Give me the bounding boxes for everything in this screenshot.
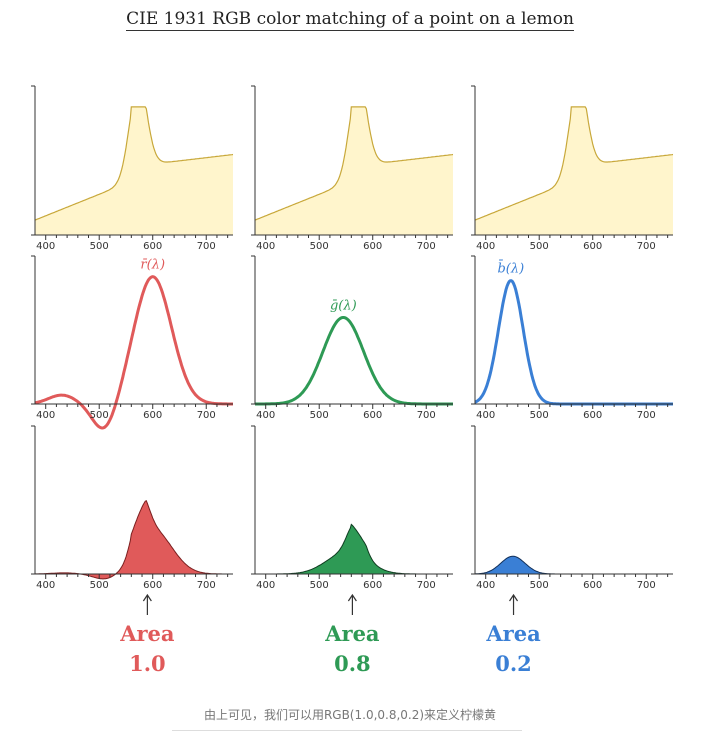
caption: 由上可见，我们可以用RGB(1.0,0.8,0.2)来定义柠檬黄 bbox=[203, 708, 497, 722]
x-tick-label: 700 bbox=[417, 241, 436, 252]
arrow-head-icon bbox=[509, 593, 519, 602]
lemon-spectrum-line bbox=[254, 106, 454, 221]
area-value-g: 0.8 bbox=[334, 651, 371, 676]
x-tick-label: 700 bbox=[417, 580, 436, 591]
x-tick-label: 400 bbox=[476, 410, 495, 421]
lemon-spectrum-fill bbox=[475, 106, 673, 236]
lemon-spectrum-line bbox=[34, 106, 234, 221]
x-tick-label: 700 bbox=[637, 241, 656, 252]
arrow-head-icon bbox=[142, 593, 152, 602]
arrow-head-icon bbox=[347, 593, 357, 602]
panel-r-row1: 400 500 600 700 bbox=[31, 85, 234, 252]
x-tick-label: 700 bbox=[417, 410, 436, 421]
x-tick-label: 400 bbox=[256, 241, 275, 252]
area-value-r: 1.0 bbox=[129, 651, 166, 676]
cmf-curve-b bbox=[474, 279, 673, 406]
area-word-b: Area bbox=[485, 621, 541, 646]
x-tick-label: 600 bbox=[143, 580, 162, 591]
panel-r-row3: 400 500 600 700 bbox=[31, 425, 233, 591]
x-tick-label: 600 bbox=[583, 580, 602, 591]
x-tick-label: 600 bbox=[583, 241, 602, 252]
panel-b-row3: 400 500 600 700 bbox=[471, 425, 673, 591]
x-tick-label: 500 bbox=[90, 241, 109, 252]
x-tick-label: 700 bbox=[637, 410, 656, 421]
area-word-r: Area bbox=[119, 621, 175, 646]
x-tick-label: 600 bbox=[143, 241, 162, 252]
lemon-spectrum-fill bbox=[255, 106, 453, 236]
x-tick-label: 400 bbox=[256, 410, 275, 421]
x-tick-label: 600 bbox=[363, 241, 382, 252]
curve-label-b: b̄(λ) bbox=[497, 260, 524, 277]
panel-r-row2: 400 500 600 700 bbox=[31, 255, 233, 430]
x-tick-label: 600 bbox=[363, 580, 382, 591]
x-tick-label: 400 bbox=[256, 580, 275, 591]
x-tick-label: 600 bbox=[583, 410, 602, 421]
caption-divider bbox=[172, 730, 522, 731]
panel-b-row2: 400 500 600 700 bbox=[471, 255, 673, 421]
product-area-r bbox=[34, 500, 233, 580]
x-tick-label: 700 bbox=[637, 580, 656, 591]
area-word-g: Area bbox=[324, 621, 380, 646]
cmf-curve-g bbox=[255, 316, 453, 406]
panel-g-row1: 400 500 600 700 bbox=[251, 85, 454, 252]
x-tick-label: 400 bbox=[476, 580, 495, 591]
figure-title: CIE 1931 RGB color matching of a point o… bbox=[126, 9, 574, 31]
x-tick-label: 400 bbox=[36, 410, 55, 421]
x-tick-label: 500 bbox=[310, 410, 329, 421]
lemon-spectrum-line bbox=[474, 106, 674, 221]
panel-g-row2: 400 500 600 700 bbox=[251, 255, 453, 421]
area-value-b: 0.2 bbox=[495, 651, 532, 676]
x-tick-label: 600 bbox=[363, 410, 382, 421]
x-tick-label: 500 bbox=[310, 241, 329, 252]
x-tick-label: 500 bbox=[530, 241, 549, 252]
product-area-b bbox=[474, 555, 673, 575]
x-tick-label: 500 bbox=[530, 410, 549, 421]
x-tick-label: 500 bbox=[310, 580, 329, 591]
x-tick-label: 700 bbox=[197, 241, 216, 252]
cmf-curve-r bbox=[34, 275, 233, 430]
x-tick-label: 700 bbox=[197, 410, 216, 421]
x-tick-label: 500 bbox=[90, 580, 109, 591]
curve-label-r: r̄(λ) bbox=[140, 258, 165, 273]
color-matching-figure: 400 500 600 700 400 500 600 700 400 500 600 700 r̄(λ… bbox=[31, 85, 674, 676]
x-tick-label: 400 bbox=[36, 241, 55, 252]
product-area-g bbox=[255, 523, 453, 575]
x-tick-label: 400 bbox=[476, 241, 495, 252]
x-tick-label: 600 bbox=[143, 410, 162, 421]
x-tick-label: 500 bbox=[530, 580, 549, 591]
x-tick-label: 500 bbox=[90, 410, 109, 421]
panel-b-row1: 400 500 600 700 bbox=[471, 85, 674, 252]
panel-g-row3: 400 500 600 700 bbox=[251, 425, 453, 591]
x-tick-label: 700 bbox=[197, 580, 216, 591]
x-tick-label: 400 bbox=[36, 580, 55, 591]
lemon-spectrum-fill bbox=[35, 106, 233, 236]
curve-label-g: ḡ(λ) bbox=[330, 298, 357, 313]
